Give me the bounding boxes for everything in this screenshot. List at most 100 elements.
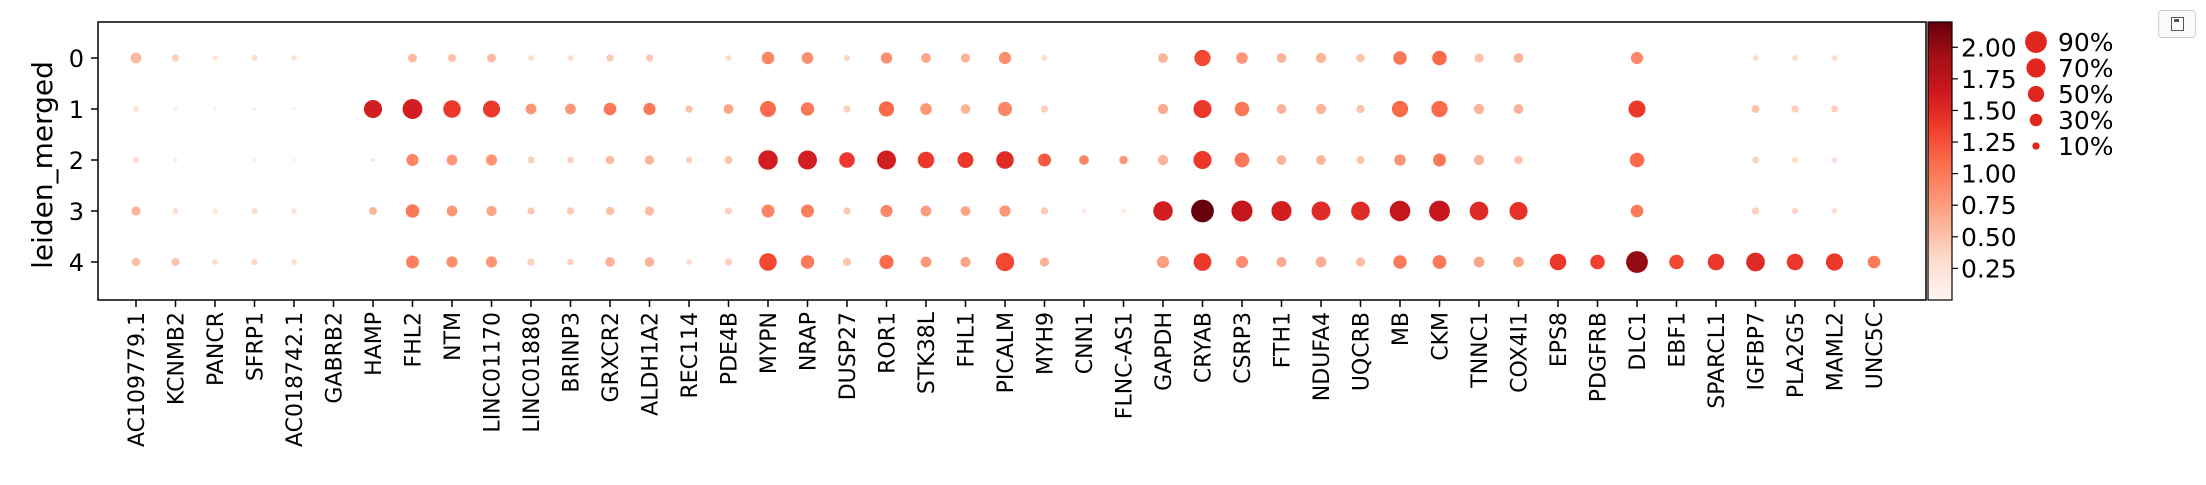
x-tick-label: LINC01170 — [481, 312, 506, 433]
dot-0-BRINP3 — [567, 55, 574, 61]
dot-0-GRXCR2 — [606, 54, 614, 62]
dot-3-COX4I1 — [1509, 201, 1528, 221]
dot-0-AC109779.1 — [130, 52, 142, 64]
dot-4-PANCR — [212, 259, 218, 265]
dot-0-STK38L — [921, 53, 931, 63]
dot-1-TNNC1 — [1473, 103, 1485, 115]
dot-1-NTM — [443, 100, 461, 118]
dot-0-UQCRB — [1356, 53, 1365, 63]
dot-3-CRYAB — [1191, 199, 1214, 223]
dot-0-MAML2 — [1831, 55, 1838, 61]
dot-3-MB — [1389, 200, 1411, 222]
dot-4-MYH9 — [1039, 257, 1050, 267]
save-icon — [2171, 17, 2184, 31]
dot-1-DUSP27 — [843, 105, 851, 113]
dot-3-PICALM — [999, 205, 1011, 217]
dot-0-CKM — [1432, 50, 1447, 66]
dot-2-FHL1 — [957, 152, 974, 168]
dot-0-AC018742.1 — [291, 55, 297, 61]
size-legend: 90%70%50%30%10% — [2025, 28, 2114, 161]
dot-4-CRYAB — [1193, 253, 1212, 271]
colorbar-tick-label: 1.25 — [1961, 128, 2017, 157]
x-tick-label: PANCR — [204, 312, 229, 386]
dot-1-DLC1 — [1628, 100, 1646, 118]
x-tick-label: MYH9 — [1034, 312, 1059, 375]
x-tick-label: FHL2 — [402, 312, 427, 367]
dot-1-REC114 — [685, 105, 693, 113]
dot-4-ALDH1A2 — [644, 257, 655, 267]
dot-0-CSRP3 — [1236, 52, 1248, 64]
colorbar-tick-label: 1.50 — [1961, 96, 2017, 125]
dot-2-MB — [1394, 154, 1406, 166]
dot-1-CKM — [1431, 100, 1448, 118]
dot-2-GRXCR2 — [605, 155, 615, 165]
size-legend-dot — [2027, 85, 2045, 103]
dot-2-FHL2 — [406, 153, 419, 167]
dot-0-NDUFA4 — [1315, 52, 1327, 64]
dot-0-ALDH1A2 — [645, 54, 654, 62]
dot-3-AC018742.1 — [291, 208, 297, 214]
dot-1-AC018742.1 — [292, 107, 296, 111]
dot-4-FHL1 — [960, 256, 971, 268]
dot-1-MB — [1391, 100, 1409, 118]
dot-3-UQCRB — [1351, 201, 1370, 221]
dot-2-MYPN — [758, 150, 778, 170]
colorbar-tick-label: 1.00 — [1961, 160, 2017, 189]
dot-3-HAMP — [369, 207, 377, 215]
dot-2-UQCRB — [1356, 156, 1365, 164]
x-tick-label: IGFBP7 — [1745, 312, 1770, 391]
dot-3-STK38L — [920, 205, 932, 217]
dot-4-SPARCL1 — [1707, 253, 1725, 271]
colorbar — [1927, 21, 1953, 301]
dot-0-PICALM — [998, 51, 1012, 65]
save-figure-button[interactable] — [2158, 10, 2196, 38]
dot-0-FHL2 — [408, 53, 417, 63]
dot-1-CSRP3 — [1234, 101, 1250, 117]
size-legend-dot — [2025, 31, 2047, 53]
x-tick-label: EBF1 — [1666, 312, 1691, 368]
colorbar-tick-label: 0.25 — [1961, 254, 2017, 283]
dot-0-NRAP — [801, 52, 814, 64]
dot-3-SFRP1 — [251, 207, 258, 215]
dot-4-DUSP27 — [843, 258, 851, 266]
dot-2-REC114 — [685, 156, 693, 164]
dot-4-MAML2 — [1825, 253, 1844, 271]
dot-3-LINC01880 — [527, 207, 535, 215]
x-tick-label: ALDH1A2 — [639, 312, 664, 416]
dot-1-IGFBP7 — [1751, 105, 1760, 113]
x-tick-label: STK38L — [915, 311, 940, 394]
dot-1-KCNMB2 — [173, 107, 178, 111]
dot-2-BRINP3 — [567, 156, 574, 164]
dot-0-LINC01170 — [487, 53, 496, 63]
dot-1-GRXCR2 — [603, 102, 617, 116]
dot-4-REC114 — [686, 259, 692, 265]
dot-4-CSRP3 — [1235, 255, 1249, 269]
dot-3-FTH1 — [1271, 200, 1292, 222]
dot-0-IGFBP7 — [1752, 55, 1759, 61]
dot-3-MYPN — [761, 204, 775, 218]
dot-4-UQCRB — [1355, 257, 1366, 267]
dot-2-GAPDH — [1157, 154, 1169, 166]
dot-3-DUSP27 — [843, 207, 851, 215]
dot-3-KCNMB2 — [172, 208, 179, 214]
size-legend-dot — [2026, 58, 2046, 78]
x-tick-label: REC114 — [678, 312, 703, 399]
dot-4-GAPDH — [1156, 255, 1170, 269]
size-legend-label: 30% — [2058, 106, 2114, 135]
x-tick-label: UNC5C — [1863, 312, 1888, 389]
dot-1-PICALM — [997, 101, 1013, 117]
dot-1-ALDH1A2 — [643, 102, 656, 116]
size-legend-label: 50% — [2058, 80, 2114, 109]
dot-1-MYH9 — [1040, 105, 1049, 113]
dot-2-CKM — [1432, 153, 1447, 167]
x-tick-label: COX4I1 — [1508, 312, 1533, 393]
dot-4-EBF1 — [1669, 254, 1684, 270]
dot-2-AC109779.1 — [133, 157, 139, 163]
y-ticks: 0 1 2 3 4 — [69, 45, 98, 277]
dot-0-MYPN — [761, 51, 775, 65]
x-tick-label: MAML2 — [1824, 312, 1849, 391]
x-tick-label: PLA2G5 — [1784, 312, 1809, 398]
dot-1-STK38L — [920, 103, 932, 115]
colorbar-tick-label: 0.50 — [1961, 223, 2017, 252]
size-legend-label: 10% — [2058, 132, 2114, 161]
